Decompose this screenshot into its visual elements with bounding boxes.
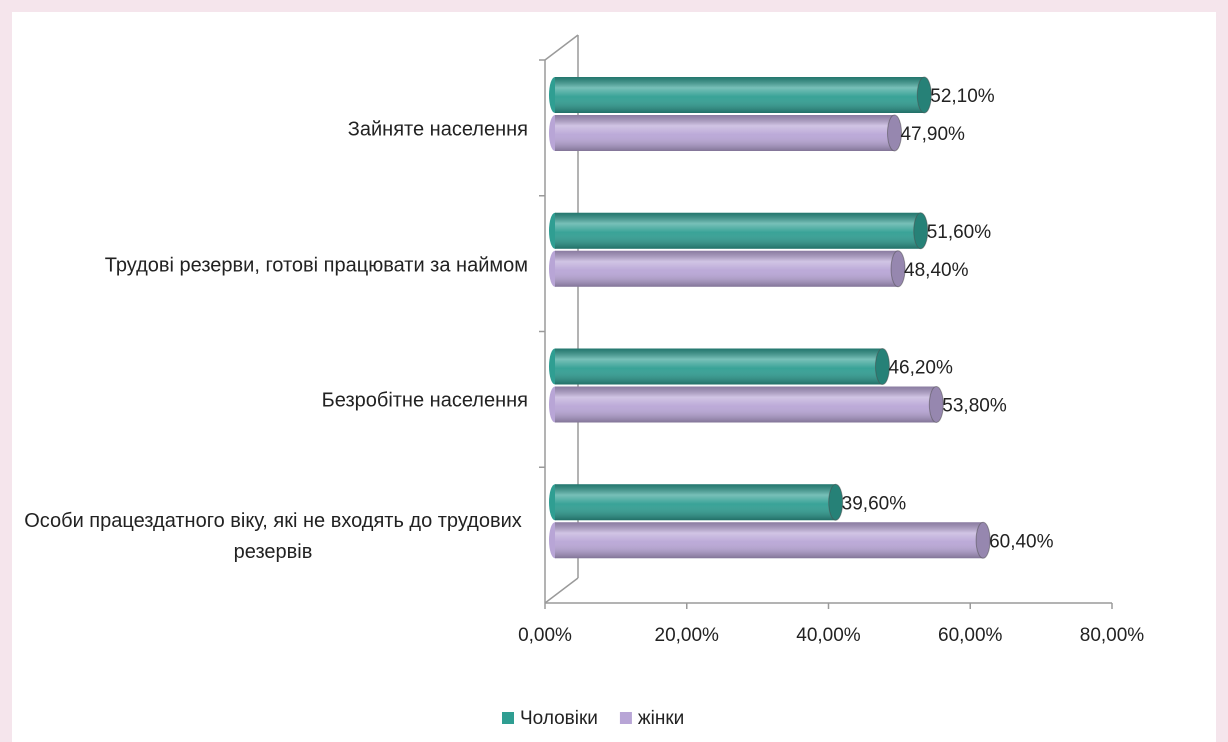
x-tick-label: 0,00% — [518, 625, 572, 646]
x-tick-label: 40,00% — [796, 625, 861, 646]
bar-cap — [913, 212, 929, 250]
bar-cap-shade — [828, 484, 843, 521]
bar-group — [549, 114, 902, 152]
bar-shine — [555, 484, 836, 521]
data-label: 48,40% — [904, 260, 969, 281]
y-tick-label: Безробітне населення — [321, 389, 528, 412]
bar-shine — [555, 212, 921, 249]
data-label: 52,10% — [930, 86, 995, 107]
legend-label: Чоловіки — [520, 708, 598, 729]
category-label-box: Трудові резерви, готові працювати за най… — [18, 250, 528, 281]
data-label: 39,60% — [842, 493, 907, 514]
bar-cap — [886, 114, 902, 152]
bar-cap-shade — [913, 212, 928, 249]
y-tick-label: Особи працездатного віку, які не входять… — [24, 510, 522, 564]
bar-group — [549, 212, 929, 250]
y-tick-label: Трудові резерви, готові працювати за най… — [104, 254, 528, 277]
x-tick-label: 80,00% — [1080, 625, 1145, 646]
bar-cap-shade — [917, 77, 932, 113]
data-label: 47,90% — [900, 124, 965, 145]
data-label: 46,20% — [888, 358, 953, 379]
category-label-box: Особи працездатного віку, які не входять… — [18, 506, 528, 568]
bar-cap-shade — [976, 522, 991, 559]
data-label: 60,40% — [989, 531, 1054, 552]
data-label: 51,60% — [927, 222, 992, 243]
y-tick-label: Зайняте населення — [347, 118, 528, 141]
bar-group — [549, 76, 932, 114]
bar-group — [549, 348, 890, 385]
legend-swatch — [502, 712, 514, 724]
bar-cap — [975, 521, 991, 559]
bar-group — [549, 250, 906, 288]
bar-cap — [928, 386, 944, 423]
bar-cap — [874, 348, 890, 385]
bar-group — [549, 483, 844, 521]
legend-swatch — [619, 712, 632, 724]
bar-shine — [555, 522, 984, 559]
bar-cap-shade — [891, 250, 906, 287]
bar-shine — [555, 77, 925, 113]
bar-shine — [555, 115, 895, 151]
bar-cap — [828, 483, 844, 521]
bar-cap-shade — [887, 115, 902, 151]
x-tick-label: 60,00% — [938, 625, 1003, 646]
legend-label: жінки — [638, 708, 684, 729]
bar-shine — [555, 348, 883, 385]
x-tick-label: 20,00% — [655, 625, 720, 646]
bar-cap-shade — [929, 386, 944, 423]
data-label: 53,80% — [942, 396, 1007, 417]
bar-shine — [555, 386, 937, 423]
bar-group — [549, 386, 944, 423]
bar-cap — [890, 250, 906, 288]
bar-cap — [916, 76, 932, 114]
category-label-box: Безробітне населення — [18, 386, 528, 417]
bar-cap-shade — [875, 348, 890, 385]
bar-shine — [555, 250, 899, 287]
bar-group — [549, 521, 991, 559]
category-label-box: Зайняте населення — [18, 114, 528, 145]
